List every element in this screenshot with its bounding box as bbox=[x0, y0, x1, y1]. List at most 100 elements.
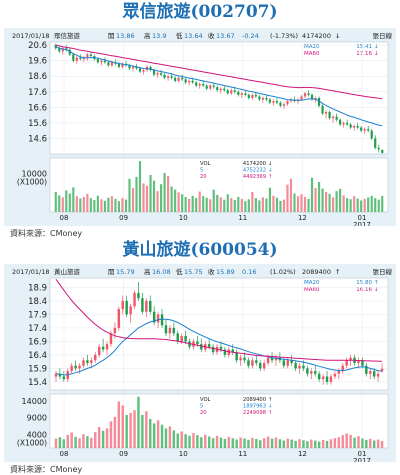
c1-volume-bar-89 bbox=[367, 197, 370, 212]
c2-volume-bar-3 bbox=[66, 434, 69, 448]
c1-volume-bar-15 bbox=[107, 197, 110, 212]
c1-volume-bar-45 bbox=[212, 189, 215, 212]
c2-volume-bar-0 bbox=[54, 438, 58, 448]
c1-volume-bar-8 bbox=[82, 196, 85, 212]
c1-candle-body-50 bbox=[230, 90, 233, 94]
c1-volume-bar-77 bbox=[324, 191, 328, 212]
c2-candle-body-39 bbox=[207, 344, 211, 347]
c1-volume-bar-54 bbox=[244, 201, 247, 212]
c2-volume-bar-78 bbox=[361, 438, 364, 448]
c2-price-tick-3: 17.4 bbox=[28, 324, 47, 334]
c2-candle-body-54 bbox=[266, 357, 270, 364]
c2-vol-legend-value-2: 2249098 bbox=[243, 410, 266, 416]
c1-header-open-value: 13.86 bbox=[116, 32, 135, 40]
c1-candle-body-56 bbox=[251, 94, 254, 98]
c2-volume-bar-55 bbox=[270, 438, 274, 448]
c2-ma20-line bbox=[55, 318, 383, 376]
c2-x-tick-3: 11 bbox=[238, 450, 247, 458]
c1-volume-bar-62 bbox=[272, 195, 275, 212]
c1-volume-bar-55 bbox=[247, 199, 250, 212]
c2-volume-bar-2 bbox=[62, 439, 66, 448]
c1-candle-body-53 bbox=[240, 93, 243, 95]
c2-candle-body-70 bbox=[329, 376, 333, 382]
c1-candle-body-3 bbox=[65, 48, 68, 50]
c1-volume-bar-80 bbox=[335, 191, 338, 212]
c2-volume-bar-56 bbox=[274, 437, 278, 448]
c2-volume-bar-21 bbox=[137, 396, 140, 448]
c1-volume-bar-87 bbox=[360, 200, 363, 212]
c1-candle-body-44 bbox=[209, 85, 212, 89]
c2-volume-bar-5 bbox=[74, 436, 77, 448]
c1-candle-body-48 bbox=[223, 88, 226, 91]
c1-legend-value-1: 17.16 bbox=[356, 51, 372, 57]
c2-volume-bar-70 bbox=[329, 439, 333, 448]
c2-price-plot-area bbox=[49, 277, 389, 391]
c1-legend-name-0: MA20 bbox=[304, 44, 320, 50]
c2-candle-body-22 bbox=[141, 298, 144, 312]
chart-1-panel: 2017/01/18 眾信旅遊 開 13.86 高 13.9 低 13.64 收 13.67 -0.… bbox=[4, 28, 396, 229]
c2-volume-bar-32 bbox=[180, 431, 183, 448]
c1-volume-bar-63 bbox=[275, 197, 279, 212]
c1-x-tick-0: 08 bbox=[60, 214, 69, 222]
c1-volume-bar-46 bbox=[216, 195, 219, 212]
c2-candle-body-80 bbox=[369, 371, 372, 374]
c1-candle-body-34 bbox=[174, 77, 177, 81]
c2-volume-bar-68 bbox=[321, 439, 325, 448]
c2-volume-bar-35 bbox=[192, 433, 195, 448]
c2-candle-body-32 bbox=[180, 336, 183, 342]
c2-candle-body-64 bbox=[306, 368, 309, 374]
c2-volume-bar-64 bbox=[306, 441, 309, 448]
c2-volume-bar-12 bbox=[101, 430, 105, 448]
c2-candle-body-53 bbox=[262, 363, 266, 369]
c1-volume-bar-47 bbox=[219, 197, 222, 212]
c1-candle-body-28 bbox=[152, 70, 156, 75]
c2-candle-body-79 bbox=[365, 365, 368, 374]
c1-volume-bar-85 bbox=[353, 196, 356, 212]
c2-volume-bar-19 bbox=[129, 412, 132, 448]
c2-candle-body-51 bbox=[255, 360, 258, 364]
c1-candle-body-75 bbox=[317, 98, 321, 106]
c1-header-volume-arrow: ↓ bbox=[335, 32, 340, 40]
c1-candle-body-7 bbox=[79, 57, 82, 60]
c1-candle-body-81 bbox=[339, 119, 342, 125]
c1-vol-legend-value-1: 4752232 bbox=[243, 168, 266, 174]
c2-candle-body-24 bbox=[149, 300, 152, 312]
c1-candle-body-5 bbox=[72, 54, 75, 61]
c1-volume-bar-25 bbox=[142, 183, 145, 212]
c2-candle-body-44 bbox=[227, 349, 231, 355]
c2-candle-body-75 bbox=[349, 357, 352, 361]
c2-candle-body-59 bbox=[286, 360, 289, 366]
c1-candle-body-66 bbox=[286, 101, 289, 105]
c1-candle-body-71 bbox=[303, 93, 307, 97]
c2-volume-bar-83 bbox=[380, 440, 384, 448]
c2-volume-bar-33 bbox=[184, 434, 187, 448]
c1-volume-bar-71 bbox=[303, 196, 307, 212]
c1-candle-body-54 bbox=[244, 93, 247, 95]
c1-candle-body-27 bbox=[149, 66, 152, 70]
c2-candle-body-55 bbox=[270, 357, 274, 361]
c1-candle-body-1 bbox=[58, 48, 61, 52]
c1-volume-bar-37 bbox=[184, 196, 187, 212]
c2-vol-legend-name-0: VOL bbox=[200, 397, 211, 403]
c1-ma20-line bbox=[55, 46, 383, 127]
c1-header-close-value: 13.67 bbox=[216, 32, 235, 40]
c2-header-volume-arrow: ↑ bbox=[335, 268, 340, 276]
c1-candle-body-88 bbox=[363, 129, 366, 131]
c2-volume-bar-69 bbox=[325, 440, 329, 448]
c2-header-high-label: 高 bbox=[144, 267, 151, 276]
c2-candle-body-29 bbox=[168, 327, 172, 334]
source-label-2: 資料來源：CMoney bbox=[10, 465, 83, 474]
c2-volume-bar-4 bbox=[70, 432, 73, 448]
c2-candle-body-83 bbox=[380, 368, 384, 372]
c1-vol-legend-arrow-0: ↓ bbox=[268, 161, 272, 167]
c2-ma60-line bbox=[55, 279, 383, 362]
c2-vol-legend-name-2: 20 bbox=[200, 410, 207, 416]
c1-volume-bar-2 bbox=[61, 197, 64, 212]
c2-header-close-label: 收 bbox=[208, 267, 215, 276]
c2-volume-bar-79 bbox=[365, 439, 368, 448]
c1-volume-bar-10 bbox=[89, 198, 92, 212]
c1-volume-bar-7 bbox=[79, 198, 82, 212]
c1-volume-bar-3 bbox=[65, 190, 68, 212]
c2-volume-bar-76 bbox=[353, 437, 356, 448]
c2-candle-body-61 bbox=[294, 363, 297, 369]
